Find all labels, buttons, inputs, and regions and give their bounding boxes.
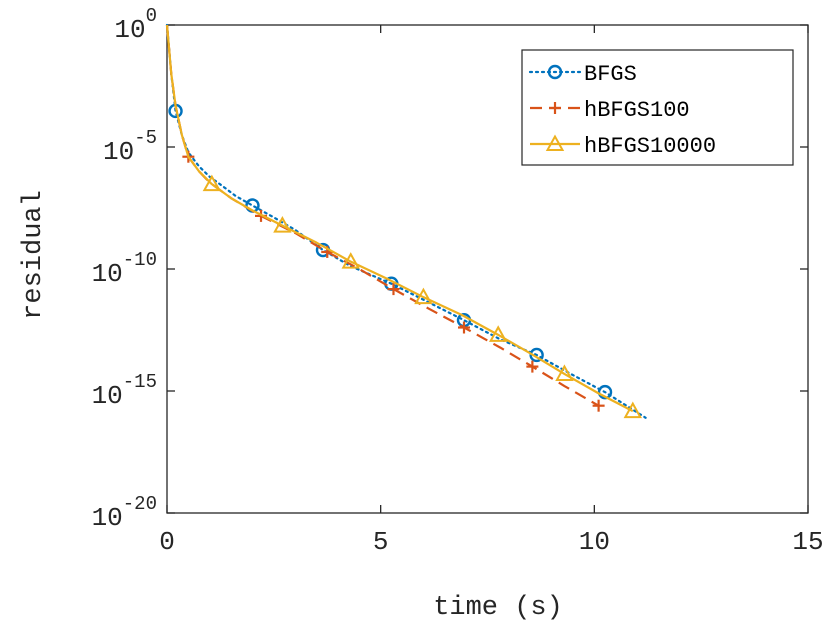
legend-marker	[549, 102, 561, 114]
legend-label: hBFGS10000	[584, 134, 716, 159]
series-layer	[165, 23, 647, 419]
legend-entry: BFGS	[528, 62, 637, 87]
data-point	[202, 174, 222, 192]
data-point	[488, 325, 508, 342]
x-tick-label: 15	[792, 527, 823, 557]
y-tick-label: 10-5	[103, 127, 157, 167]
y-tick-label: 10-10	[92, 249, 157, 289]
series-line	[165, 24, 634, 413]
tick-labels: 0 5 10 15 100 10-5 10-10 10-15 10-20	[92, 5, 824, 557]
x-tick-label: 5	[373, 527, 389, 557]
data-point	[387, 283, 400, 296]
data-point	[341, 252, 360, 269]
y-tick-label: 10-15	[92, 371, 157, 411]
series-hbfgs10000	[165, 24, 642, 419]
data-point	[457, 321, 470, 334]
data-point	[597, 384, 613, 400]
legend: BFGS hBFGS100 hBFGS10000	[521, 49, 794, 166]
x-tick-label: 0	[159, 527, 175, 557]
legend-label: BFGS	[584, 62, 637, 87]
legend-entry: hBFGS100	[530, 98, 690, 123]
legend-marker	[545, 134, 565, 151]
data-point	[623, 401, 642, 419]
legend-label: hBFGS100	[584, 98, 690, 123]
data-point	[555, 364, 574, 381]
data-point	[592, 399, 605, 412]
y-tick-label: 100	[114, 5, 157, 45]
data-point	[529, 347, 544, 363]
y-tick-label: 10-20	[92, 493, 157, 533]
axes	[166, 24, 809, 514]
data-point	[526, 360, 539, 373]
y-axis-label: residual	[19, 190, 49, 320]
legend-marker	[547, 64, 563, 80]
legend-box	[521, 49, 794, 166]
x-tick-label: 10	[579, 527, 610, 557]
data-point	[414, 287, 433, 305]
data-point	[273, 216, 292, 233]
legend-entry: hBFGS10000	[530, 134, 716, 159]
x-axis-label: time (s)	[433, 593, 563, 623]
